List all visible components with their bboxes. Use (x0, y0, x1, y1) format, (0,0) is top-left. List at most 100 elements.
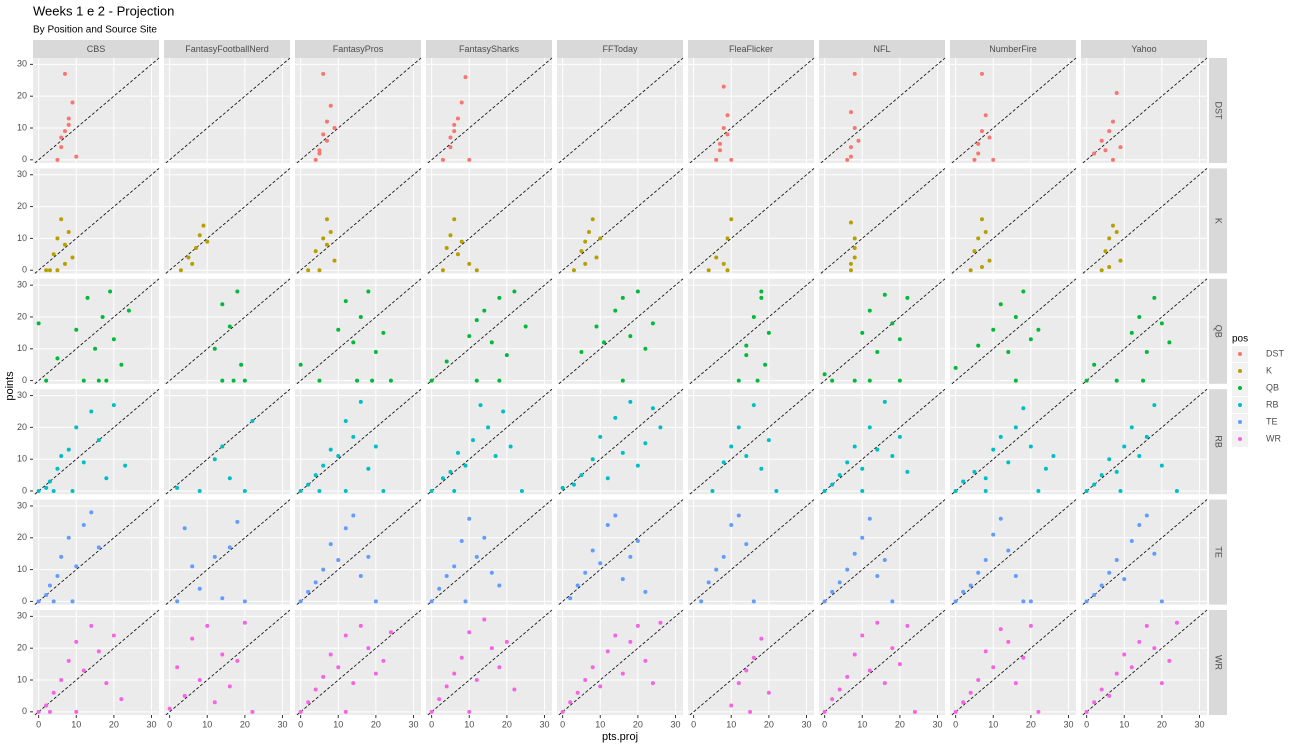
point (1099, 687, 1104, 692)
x-tick-label: 0 (822, 719, 827, 729)
point (51, 599, 56, 604)
point (51, 252, 56, 257)
point (1107, 693, 1112, 698)
point (313, 580, 318, 585)
strip (1209, 58, 1227, 163)
point (317, 268, 322, 273)
point (373, 671, 378, 676)
point (972, 157, 977, 162)
point (328, 447, 333, 452)
point (1084, 378, 1089, 383)
point (729, 523, 734, 528)
point (55, 356, 60, 361)
point (890, 646, 895, 651)
strip-label: TE (1214, 546, 1224, 558)
identity-line (558, 388, 684, 495)
point (845, 567, 850, 572)
point (324, 217, 329, 222)
identity-line (296, 57, 422, 164)
identity-line (427, 499, 553, 605)
point (875, 573, 880, 578)
point (489, 646, 494, 651)
point (497, 295, 502, 300)
point (62, 242, 67, 247)
point (455, 252, 460, 257)
point (748, 709, 753, 714)
strip (295, 40, 421, 58)
legend-label: RB (1266, 399, 1279, 409)
identity-line (34, 609, 160, 716)
point (1051, 454, 1056, 459)
point (96, 438, 101, 443)
point (250, 709, 255, 714)
point (1092, 482, 1097, 487)
point (852, 126, 857, 130)
point (594, 255, 599, 260)
identity-line (427, 168, 553, 274)
point (721, 460, 726, 465)
y-tick-label: 30 (17, 500, 27, 510)
point (1122, 577, 1127, 582)
point (220, 378, 225, 383)
point (650, 321, 655, 326)
point (321, 132, 326, 137)
point (59, 454, 64, 459)
identity-line (689, 388, 815, 495)
point (605, 476, 610, 481)
point (571, 482, 576, 487)
point (845, 674, 850, 679)
point (1129, 330, 1134, 335)
point (351, 513, 356, 518)
point (725, 132, 730, 137)
point (897, 337, 902, 342)
y-tick-label: 30 (17, 59, 27, 69)
identity-line (951, 57, 1077, 164)
x-tick-label: 20 (895, 719, 905, 729)
point (343, 709, 348, 714)
point (976, 570, 981, 575)
point (721, 126, 726, 130)
point (1137, 639, 1142, 644)
point (81, 460, 86, 465)
point (991, 157, 996, 162)
point (1028, 599, 1033, 604)
point (620, 295, 625, 300)
y-tick-label: 20 (17, 201, 27, 211)
identity-line (296, 609, 422, 716)
y-tick-label: 10 (17, 233, 27, 243)
point (321, 236, 326, 241)
point (1107, 236, 1112, 241)
point (579, 249, 584, 254)
point (47, 479, 52, 484)
point (1144, 434, 1149, 439)
point (658, 620, 663, 625)
strip-label: Yahoo (1131, 44, 1156, 54)
point (736, 513, 741, 518)
point (313, 157, 318, 162)
point (182, 693, 187, 698)
strip-label: RB (1214, 435, 1224, 448)
point (328, 652, 333, 657)
x-tick-label: 10 (71, 719, 81, 729)
point (650, 406, 655, 411)
identity-line (165, 168, 291, 274)
identity-line (427, 388, 553, 495)
y-tick-label: 0 (22, 706, 27, 716)
point (1036, 327, 1041, 332)
point (444, 573, 449, 578)
point (467, 334, 472, 339)
point (175, 485, 180, 490)
point (736, 425, 741, 430)
point (837, 687, 842, 692)
point (643, 346, 648, 351)
point (1103, 148, 1108, 153)
point (1103, 249, 1108, 254)
strip (33, 40, 159, 58)
point (867, 668, 872, 673)
y-tick-label: 0 (22, 596, 27, 606)
point (343, 633, 348, 638)
identity-line (296, 499, 422, 605)
point (968, 583, 973, 588)
point (699, 599, 704, 604)
point (583, 570, 588, 575)
